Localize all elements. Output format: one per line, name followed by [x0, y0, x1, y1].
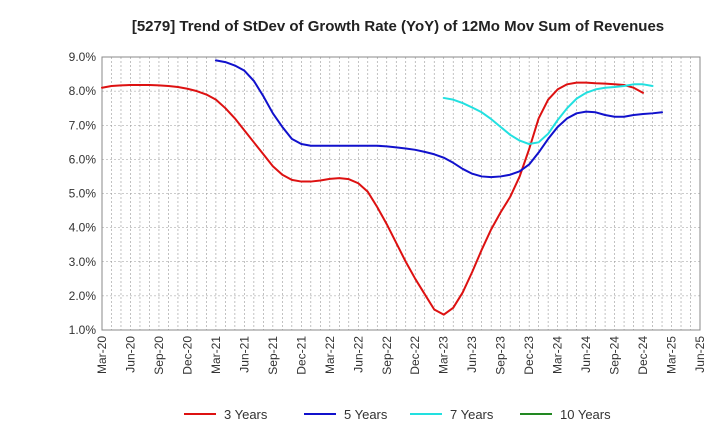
chart-title: [5279] Trend of StDev of Growth Rate (Yo… — [132, 18, 664, 35]
x-tick-label: Sep-21 — [266, 336, 280, 375]
grid — [102, 57, 700, 330]
x-tick-label: Sep-22 — [380, 336, 394, 375]
series-line-5-years — [214, 59, 664, 179]
y-tick-label: 6.0% — [69, 152, 97, 166]
legend-label-10-years: 10 Years — [560, 407, 611, 422]
legend: 3 Years 5 Years 7 Years 10 Years — [184, 407, 611, 422]
x-tick-label: Sep-20 — [152, 336, 166, 375]
legend-label-5-years: 5 Years — [344, 407, 388, 422]
y-tick-label: 5.0% — [69, 187, 97, 201]
x-tick-label: Dec-21 — [294, 336, 308, 375]
x-tick-label: Dec-20 — [180, 336, 194, 375]
x-tick-label: Dec-22 — [408, 336, 422, 375]
x-tick-label: Jun-22 — [351, 336, 365, 373]
plot-area — [101, 56, 701, 331]
y-tick-label: 9.0% — [69, 50, 97, 64]
y-tick-label: 8.0% — [69, 84, 97, 98]
x-tick-label: Sep-24 — [608, 336, 622, 375]
x-tick-label: Jun-20 — [123, 336, 137, 373]
x-tick-label: Mar-23 — [437, 336, 451, 374]
series-lines — [101, 59, 664, 316]
x-tick-label: Dec-23 — [522, 336, 536, 375]
x-tick-label: Sep-23 — [494, 336, 508, 375]
legend-label-3-years: 3 Years — [224, 407, 268, 422]
series-line-3-years — [101, 81, 645, 316]
axes: 1.0% 2.0% 3.0% 4.0% 5.0% 6.0% 7.0% 8.0% 9.0% Mar-… — [69, 50, 707, 375]
x-tick-label: Jun-21 — [237, 336, 251, 373]
x-tick-label: Jun-23 — [465, 336, 479, 373]
x-tick-label: Mar-20 — [95, 336, 109, 374]
x-tick-label: Jun-25 — [693, 336, 707, 373]
series-line-7-years — [442, 83, 654, 146]
y-tick-label: 7.0% — [69, 118, 97, 132]
x-tick-label: Jun-24 — [579, 336, 593, 373]
x-tick-label: Mar-22 — [323, 336, 337, 374]
legend-label-7-years: 7 Years — [450, 407, 494, 422]
x-tick-label: Mar-21 — [209, 336, 223, 374]
y-tick-label: 1.0% — [69, 323, 97, 337]
x-tick-label: Mar-25 — [665, 336, 679, 374]
x-tick-label: Mar-24 — [551, 336, 565, 374]
y-tick-label: 4.0% — [69, 221, 97, 235]
y-tick-label: 3.0% — [69, 255, 97, 269]
x-tick-label: Dec-24 — [636, 336, 650, 375]
y-tick-label: 2.0% — [69, 289, 97, 303]
